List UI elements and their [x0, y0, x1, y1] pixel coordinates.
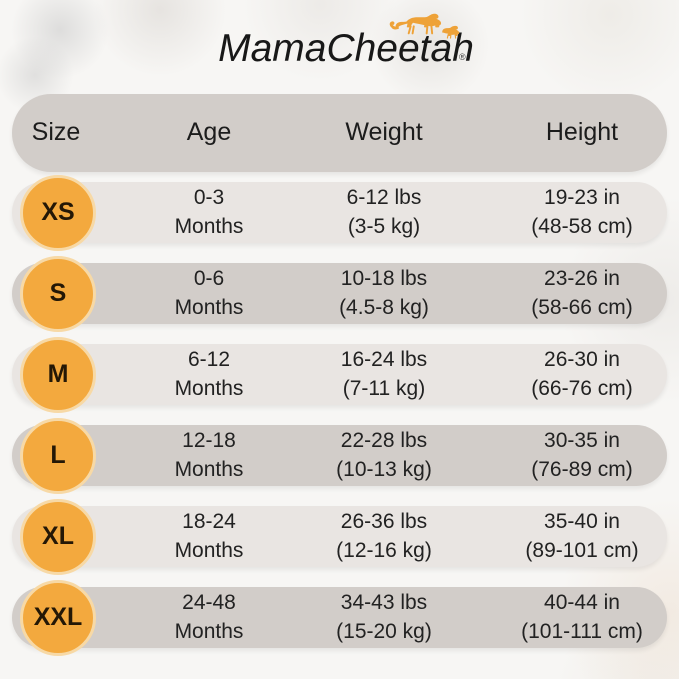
svg-text:®: ®	[459, 52, 466, 62]
